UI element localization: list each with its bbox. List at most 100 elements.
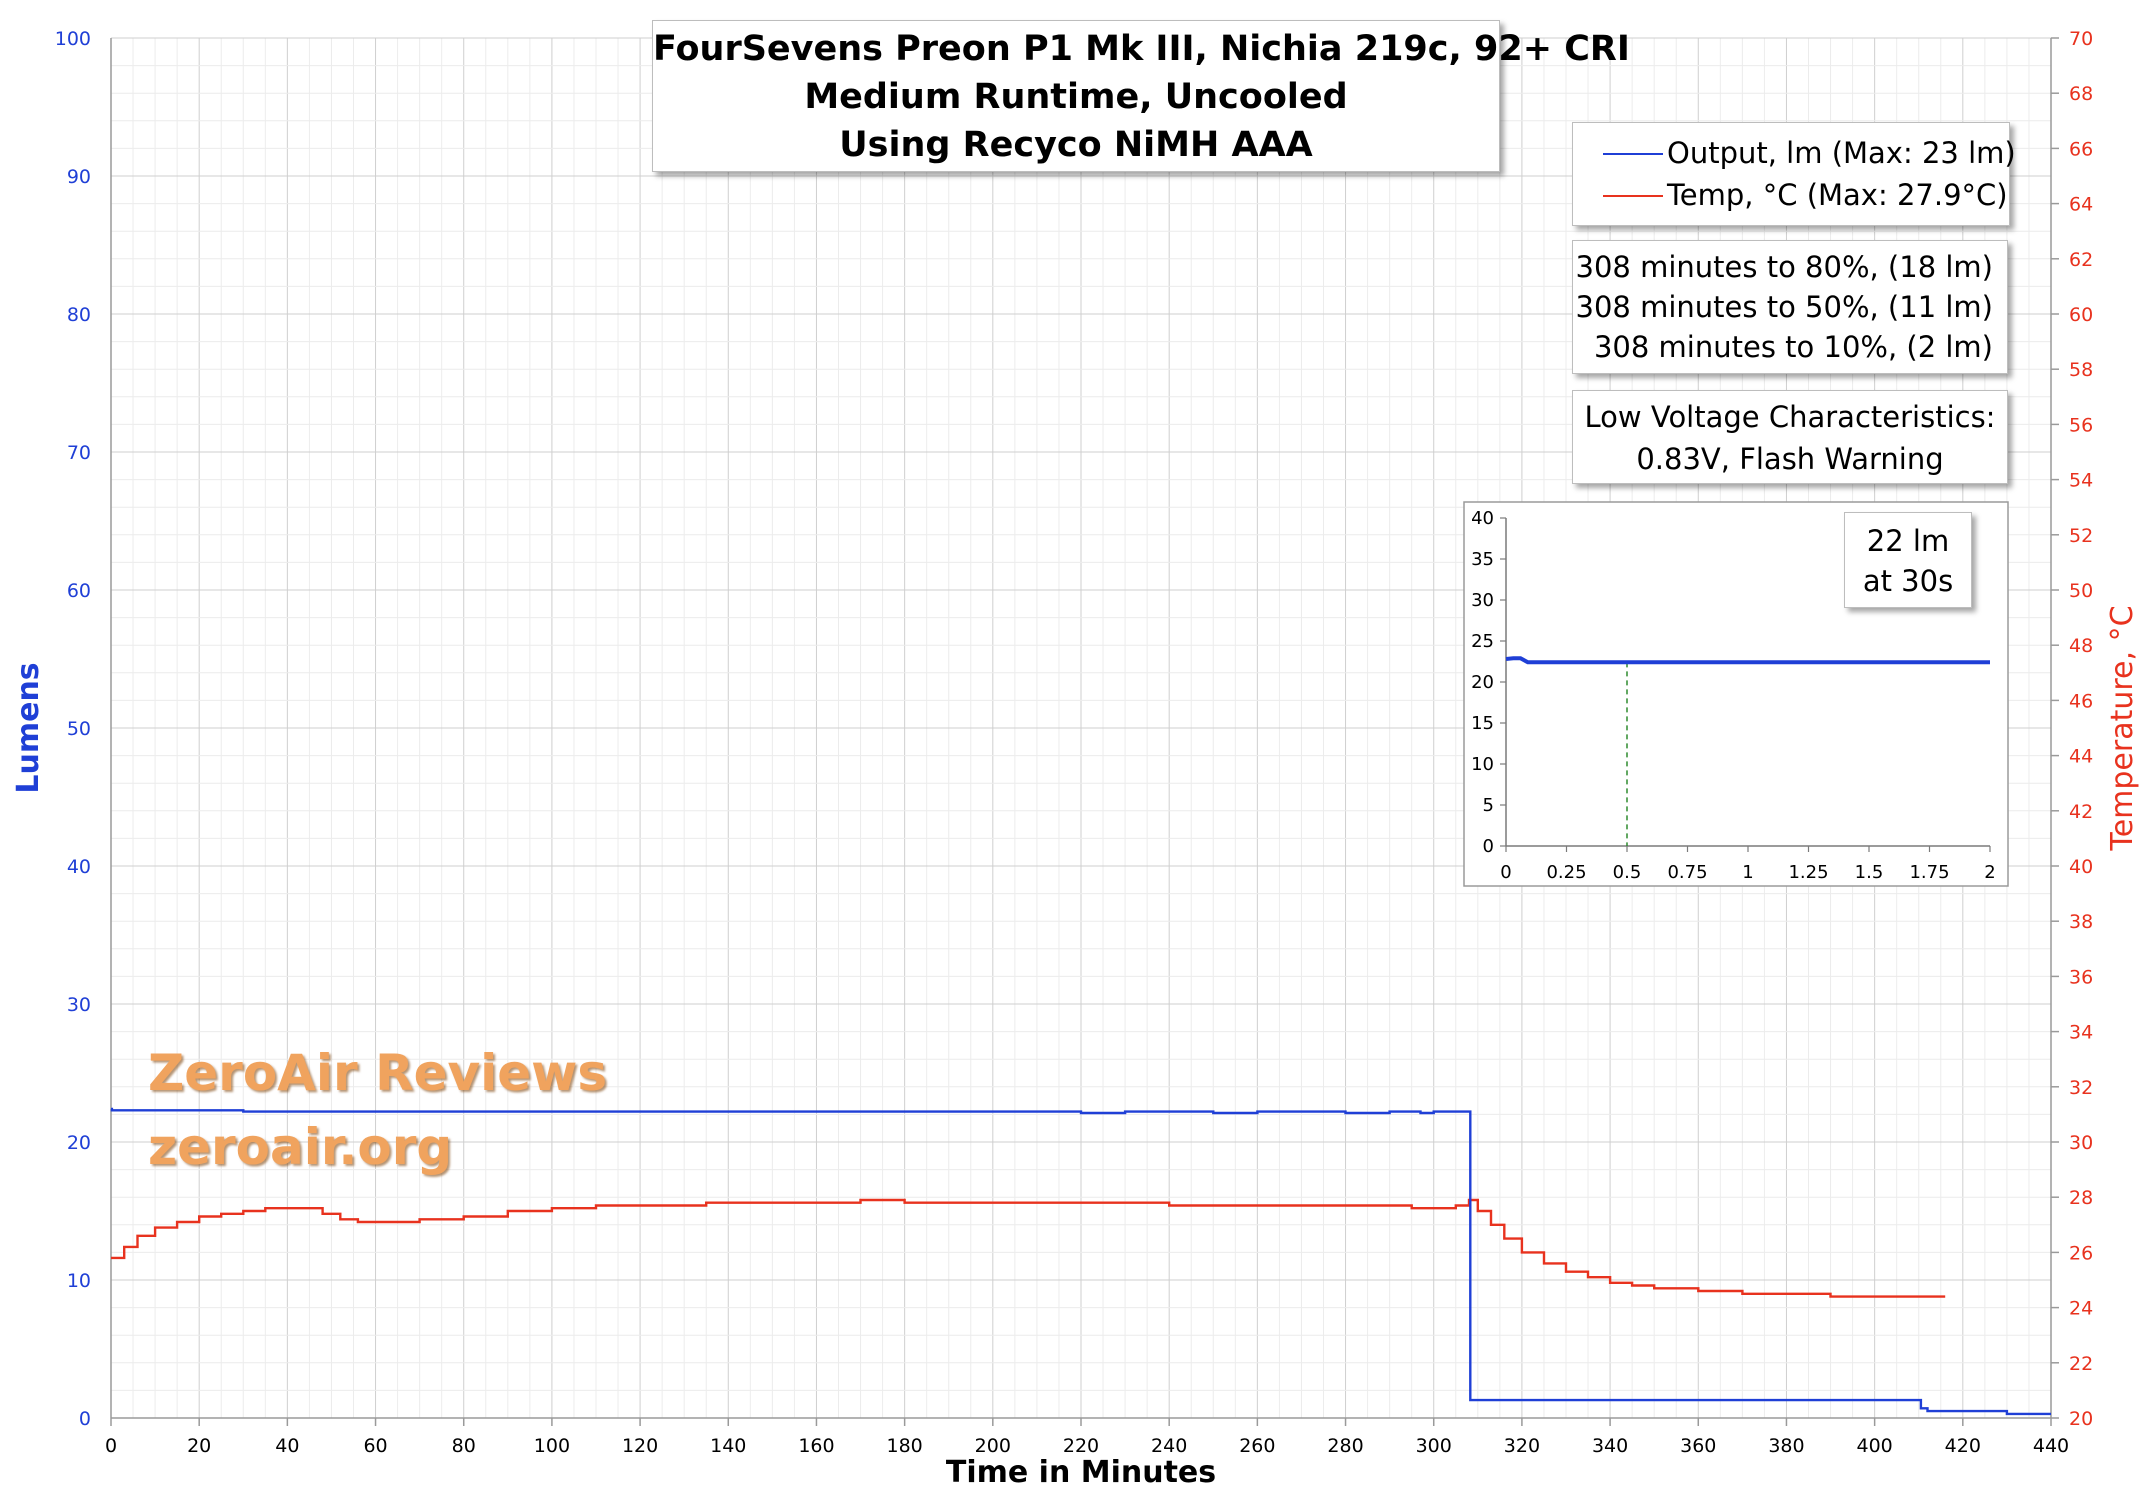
inset-x-tick-label: 0.5 xyxy=(1613,862,1642,883)
y2-tick-label: 28 xyxy=(2069,1187,2093,1209)
series-temp-line xyxy=(111,1198,1946,1298)
y-tick-label: 30 xyxy=(67,994,91,1016)
inset-x-tick-label: 2 xyxy=(1984,862,1995,883)
inset-series-output-line xyxy=(1505,656,1990,665)
chart-title-box: FourSevens Preon P1 Mk III, Nichia 219c,… xyxy=(652,20,1630,172)
inset-x-tick-label: 0.75 xyxy=(1667,862,1707,883)
y-tick-label: 60 xyxy=(67,580,91,602)
y2-tick-label: 30 xyxy=(2069,1132,2093,1154)
x-tick-label: 100 xyxy=(534,1435,570,1457)
y2-tick-label: 24 xyxy=(2069,1298,2093,1320)
y2-tick-label: 36 xyxy=(2069,966,2093,988)
inset-y-tick-label: 20 xyxy=(1471,672,1494,693)
inset-y-tick-label: 35 xyxy=(1471,549,1494,570)
x-tick-label: 440 xyxy=(2033,1435,2069,1457)
y-tick-label: 70 xyxy=(67,442,91,464)
y-tick-label: 50 xyxy=(67,718,91,740)
chart-title-line-1: FourSevens Preon P1 Mk III, Nichia 219c,… xyxy=(653,29,1630,69)
y2-tick-label: 20 xyxy=(2069,1408,2093,1430)
y2-tick-label: 22 xyxy=(2069,1353,2093,1375)
y2-tick-label: 60 xyxy=(2069,304,2093,326)
chart-title-line-3: Using Recyco NiMH AAA xyxy=(839,125,1313,165)
x-tick-label: 260 xyxy=(1239,1435,1275,1457)
y2-tick-label: 46 xyxy=(2069,690,2093,712)
y2-tick-label: 44 xyxy=(2069,746,2093,768)
y2-tick-label: 48 xyxy=(2069,635,2093,657)
y2-tick-label: 56 xyxy=(2069,414,2093,436)
y2-tick-label: 54 xyxy=(2069,470,2093,492)
y2-tick-label: 58 xyxy=(2069,359,2093,381)
y-tick-label: 0 xyxy=(79,1408,91,1430)
inset-y-tick-label: 30 xyxy=(1471,590,1494,611)
x-tick-label: 220 xyxy=(1063,1435,1099,1457)
y-tick-label: 80 xyxy=(67,304,91,326)
y2-tick-label: 34 xyxy=(2069,1022,2093,1044)
x-tick-label: 120 xyxy=(622,1435,658,1457)
legend: Output, lm (Max: 23 lm) Temp, °C (Max: 2… xyxy=(1572,122,2016,226)
x-tick-label: 320 xyxy=(1504,1435,1540,1457)
x-tick-label: 180 xyxy=(887,1435,923,1457)
inset-note-box: 22 lm at 30s xyxy=(1844,512,1972,608)
stat-50-percent: 308 minutes to 50%, (11 lm) xyxy=(1575,290,1993,324)
x-tick-label: 40 xyxy=(275,1435,299,1457)
y-axis-title: Lumens xyxy=(11,662,46,793)
y-tick-label: 10 xyxy=(67,1270,91,1292)
inset-y-tick-label: 25 xyxy=(1471,631,1494,652)
inset-x-tick-label: 1.25 xyxy=(1788,862,1828,883)
x-tick-label: 360 xyxy=(1680,1435,1716,1457)
inset-x-tick-label: 1.5 xyxy=(1855,862,1884,883)
inset-note-value: 22 lm xyxy=(1866,524,1950,558)
low-voltage-value: 0.83V, Flash Warning xyxy=(1636,442,1944,476)
inset-y-tick-label: 15 xyxy=(1471,713,1494,734)
inset-y-tick-label: 0 xyxy=(1483,836,1494,857)
y-tick-label: 90 xyxy=(67,166,91,188)
x-tick-label: 420 xyxy=(1945,1435,1981,1457)
y2-tick-label: 62 xyxy=(2069,249,2093,271)
y2-tick-label: 64 xyxy=(2069,194,2093,216)
series-output-line xyxy=(110,1107,2051,1416)
x-tick-label: 300 xyxy=(1416,1435,1452,1457)
x-tick-label: 380 xyxy=(1768,1435,1804,1457)
chart-title-line-2: Medium Runtime, Uncooled xyxy=(804,77,1348,117)
stat-10-percent: 308 minutes to 10%, (2 lm) xyxy=(1593,330,1993,364)
y2-tick-label: 50 xyxy=(2069,580,2093,602)
x-tick-label: 60 xyxy=(363,1435,387,1457)
legend-swatch-temp xyxy=(1603,195,1663,197)
x-tick-label: 200 xyxy=(975,1435,1011,1457)
y-tick-label: 100 xyxy=(55,28,91,50)
low-voltage-box: Low Voltage Characteristics: 0.83V, Flas… xyxy=(1572,390,2008,484)
x-tick-label: 20 xyxy=(187,1435,211,1457)
y2-tick-label: 32 xyxy=(2069,1077,2093,1099)
legend-label-output: Output, lm (Max: 23 lm) xyxy=(1667,136,2016,170)
x-tick-label: 80 xyxy=(452,1435,476,1457)
x-tick-label: 160 xyxy=(798,1435,834,1457)
inset-x-tick-label: 0.25 xyxy=(1546,862,1586,883)
x-tick-label: 400 xyxy=(1857,1435,1893,1457)
inset-y-tick-label: 5 xyxy=(1483,795,1494,816)
x-tick-label: 140 xyxy=(710,1435,746,1457)
low-voltage-heading: Low Voltage Characteristics: xyxy=(1584,400,1996,434)
x-tick-label: 0 xyxy=(105,1435,117,1457)
stat-80-percent: 308 minutes to 80%, (18 lm) xyxy=(1575,250,1993,284)
legend-label-temp: Temp, °C (Max: 27.9°C) xyxy=(1667,178,2008,212)
inset-note-time: at 30s xyxy=(1862,564,1954,598)
y2-tick-label: 26 xyxy=(2069,1242,2093,1264)
inset-x-tick-label: 1.75 xyxy=(1909,862,1949,883)
y-tick-label: 40 xyxy=(67,856,91,878)
y-tick-label: 20 xyxy=(67,1132,91,1154)
watermark-url: zeroair.org xyxy=(148,1118,453,1176)
inset-y-tick-label: 40 xyxy=(1471,508,1494,529)
y2-tick-label: 40 xyxy=(2069,856,2093,878)
y2-tick-label: 38 xyxy=(2069,911,2093,933)
inset-y-tick-label: 10 xyxy=(1471,754,1494,775)
inset-x-tick-label: 0 xyxy=(1500,862,1511,883)
legend-swatch-output xyxy=(1603,153,1663,155)
x-tick-label: 240 xyxy=(1151,1435,1187,1457)
y2-tick-label: 68 xyxy=(2069,83,2093,105)
runtime-stats-box: 308 minutes to 80%, (18 lm) 308 minutes … xyxy=(1572,240,2008,374)
watermark-brand: ZeroAir Reviews xyxy=(148,1044,608,1102)
y2-tick-label: 70 xyxy=(2069,28,2093,50)
x-tick-label: 340 xyxy=(1592,1435,1628,1457)
y2-axis-title: Temperature, °C xyxy=(2105,605,2140,851)
